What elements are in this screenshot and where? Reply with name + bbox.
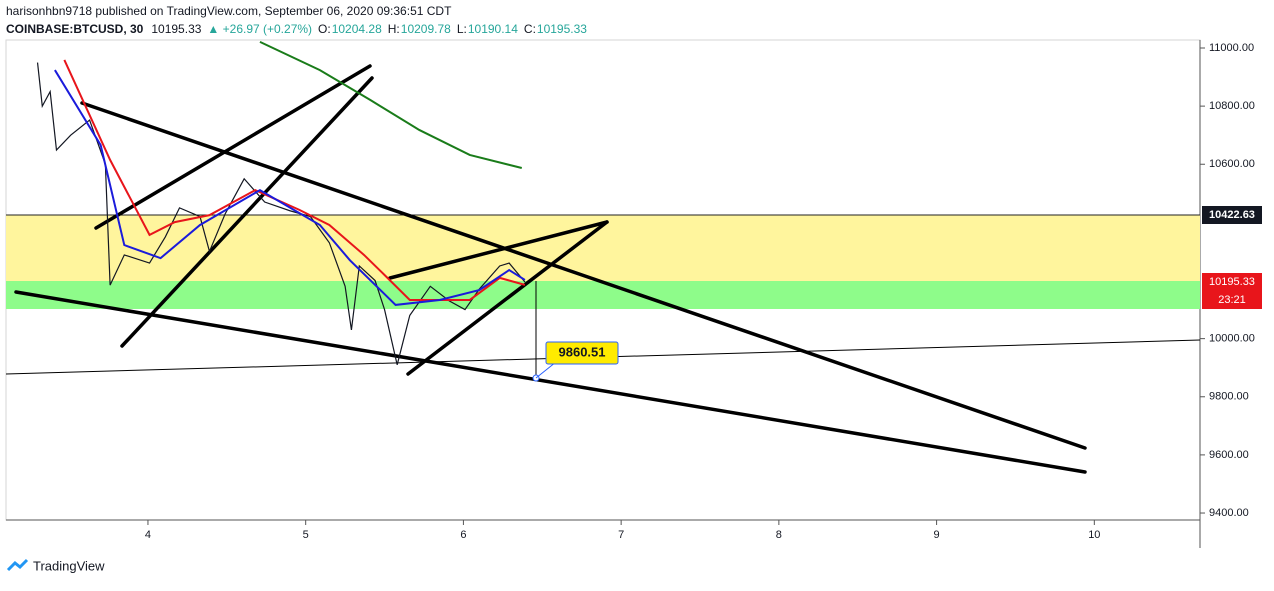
price-label: 10195.33 xyxy=(1209,276,1255,288)
trendline xyxy=(14,290,1087,474)
x-tick-label: 5 xyxy=(303,529,309,541)
y-tick-label: 10800.00 xyxy=(1209,100,1255,112)
y-tick-label: 10000.00 xyxy=(1209,333,1255,345)
ohlc-l-label: L: xyxy=(457,22,467,36)
ohlc-o: 10204.28 xyxy=(332,22,382,36)
logo xyxy=(6,558,29,572)
x-tick-label: 8 xyxy=(776,529,782,541)
y-tick-label: 9800.00 xyxy=(1209,391,1249,403)
ohlc-o-label: O: xyxy=(318,22,331,36)
trendline xyxy=(120,76,374,348)
x-tick-label: 6 xyxy=(460,529,466,541)
price-tag xyxy=(1202,273,1262,309)
ohlc: 10195.33 ▲ +26.97 (+0.27%) O: 10204.28 H: 102… xyxy=(151,22,587,36)
publisher: harisonhbn9718 published on TradingView.… xyxy=(6,4,452,18)
price-line xyxy=(36,62,526,365)
x-tick-label: 4 xyxy=(145,529,151,541)
ohlc-c-label: C: xyxy=(524,22,536,36)
countdown: 23:21 xyxy=(1218,294,1246,306)
x-tick-label: 7 xyxy=(618,529,624,541)
trendline xyxy=(388,220,609,280)
ohlc-h-label: H: xyxy=(388,22,400,36)
level-label: 10422.63 xyxy=(1209,209,1255,221)
level-tag xyxy=(1202,206,1262,224)
price-line xyxy=(54,69,526,306)
callout xyxy=(545,341,619,365)
footer: TradingView xyxy=(33,558,105,573)
trendline xyxy=(94,64,372,230)
x-tick-label: 10 xyxy=(1088,529,1100,541)
y-tick-label: 10600.00 xyxy=(1209,158,1255,170)
y-tick-label: 9400.00 xyxy=(1209,507,1249,519)
ohlc-c: 10195.33 xyxy=(537,22,587,36)
ohlc-last: 10195.33 xyxy=(151,22,201,36)
annotation: 9860.51 xyxy=(559,344,606,359)
y-tick-label: 9600.00 xyxy=(1209,449,1249,461)
support-zone xyxy=(6,281,1200,309)
ohlc-l: 10190.14 xyxy=(468,22,518,36)
symbol: COINBASE:BTCUSD, 30 xyxy=(6,22,144,36)
ohlc-h: 10209.78 xyxy=(401,22,451,36)
ohlc-change: ▲ +26.97 (+0.27%) xyxy=(207,22,312,36)
x-tick-label: 9 xyxy=(934,529,940,541)
trendline xyxy=(406,220,609,376)
y-tick-label: 11000.00 xyxy=(1209,42,1254,54)
price-line xyxy=(63,59,526,301)
trendline xyxy=(80,101,1087,450)
price-line xyxy=(259,40,523,169)
callout-pointer xyxy=(535,361,557,379)
drawings xyxy=(14,64,1087,474)
